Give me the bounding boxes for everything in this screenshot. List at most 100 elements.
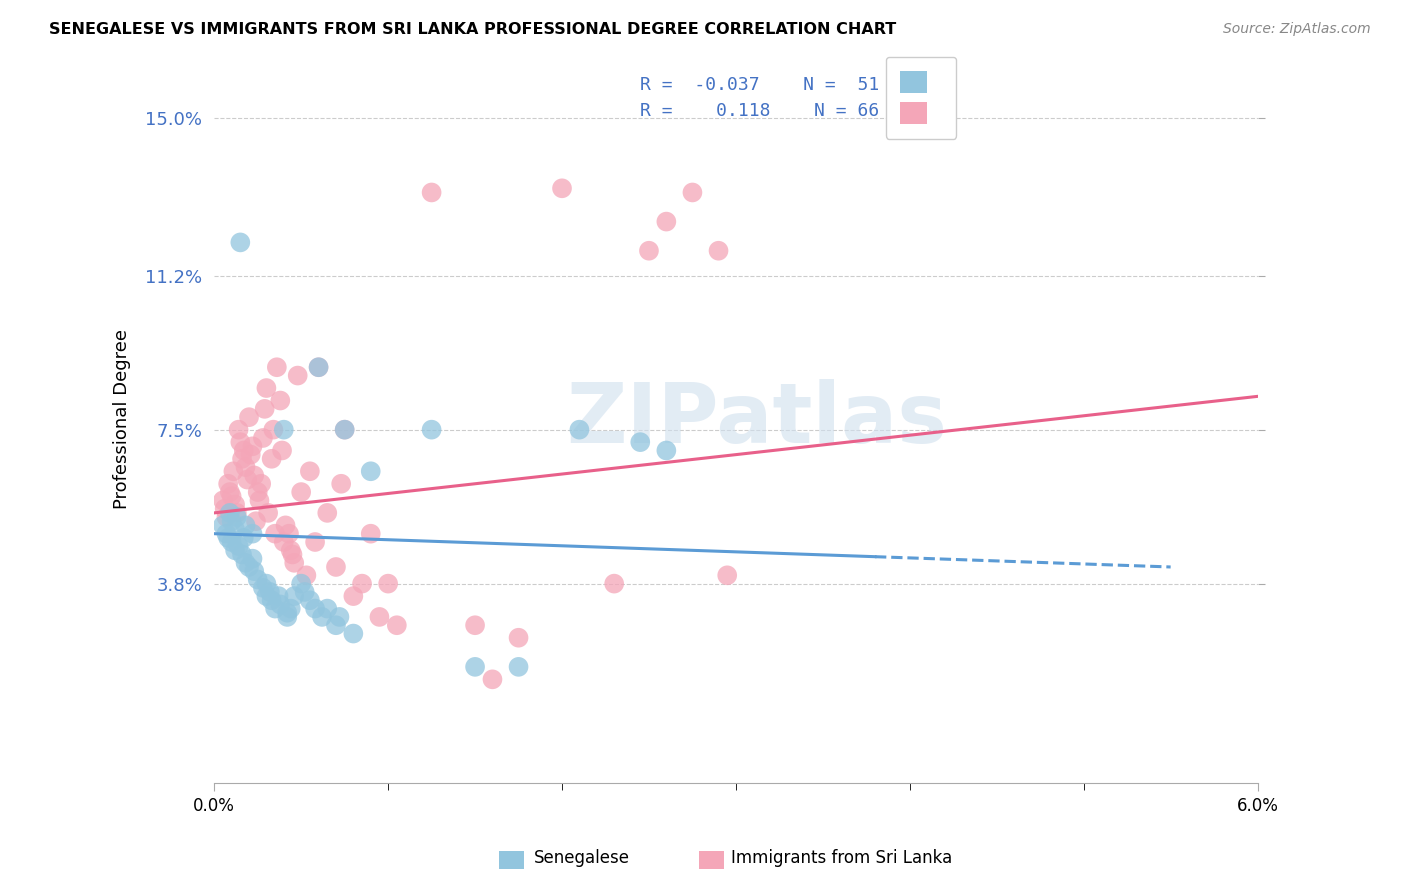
Point <box>212 493 235 508</box>
Point <box>260 451 283 466</box>
Point <box>316 601 339 615</box>
Point <box>287 368 309 383</box>
Point <box>325 560 347 574</box>
Point <box>219 485 242 500</box>
Y-axis label: Professional Degree: Professional Degree <box>114 329 131 509</box>
Point <box>276 606 298 620</box>
Point <box>333 423 356 437</box>
Point <box>294 585 316 599</box>
Point <box>360 526 382 541</box>
Point <box>252 581 274 595</box>
Point <box>508 631 530 645</box>
Point <box>638 244 661 258</box>
Point <box>254 576 277 591</box>
Point <box>254 381 277 395</box>
Text: Source: ZipAtlas.com: Source: ZipAtlas.com <box>1223 22 1371 37</box>
Point <box>481 673 503 687</box>
Point <box>330 476 353 491</box>
Point <box>278 526 301 541</box>
Point <box>229 435 252 450</box>
Point <box>568 423 591 437</box>
Point <box>267 589 290 603</box>
Point <box>228 539 250 553</box>
Point <box>655 443 678 458</box>
Point <box>262 423 284 437</box>
Point <box>235 460 257 475</box>
Point <box>508 660 530 674</box>
Point <box>238 560 260 574</box>
Point <box>273 423 295 437</box>
Point <box>228 423 250 437</box>
Point <box>225 510 247 524</box>
Point <box>259 585 281 599</box>
Point <box>225 506 247 520</box>
Point <box>222 464 245 478</box>
Point <box>311 610 333 624</box>
Legend:  ,  : , <box>886 57 956 139</box>
Point <box>333 423 356 437</box>
Point <box>264 601 287 615</box>
Point <box>716 568 738 582</box>
Point <box>246 485 269 500</box>
Point <box>224 523 246 537</box>
Point <box>221 535 243 549</box>
Point <box>266 360 288 375</box>
Point <box>304 601 326 615</box>
Point <box>264 526 287 541</box>
Point <box>239 448 262 462</box>
Point <box>628 435 651 450</box>
Point <box>464 660 486 674</box>
Point <box>420 423 443 437</box>
Point <box>242 439 264 453</box>
Point <box>235 556 257 570</box>
Text: Immigrants from Sri Lanka: Immigrants from Sri Lanka <box>731 849 952 867</box>
Point <box>232 443 254 458</box>
Point <box>224 498 246 512</box>
Point <box>236 473 259 487</box>
Point <box>290 485 312 500</box>
Point <box>212 518 235 533</box>
Point <box>232 531 254 545</box>
Point <box>253 401 276 416</box>
Text: SENEGALESE VS IMMIGRANTS FROM SRI LANKA PROFESSIONAL DEGREE CORRELATION CHART: SENEGALESE VS IMMIGRANTS FROM SRI LANKA … <box>49 22 897 37</box>
Point <box>274 518 297 533</box>
Point <box>360 464 382 478</box>
Point <box>308 360 330 375</box>
Point <box>377 576 399 591</box>
Point <box>707 244 730 258</box>
Point <box>231 548 253 562</box>
Point <box>249 493 271 508</box>
Point <box>221 489 243 503</box>
Point <box>420 186 443 200</box>
Point <box>271 443 294 458</box>
Point <box>269 393 291 408</box>
Point <box>328 610 350 624</box>
Point <box>352 576 374 591</box>
Point <box>298 593 321 607</box>
Point <box>290 576 312 591</box>
Text: Senegalese: Senegalese <box>534 849 630 867</box>
Point <box>231 451 253 466</box>
Text: ZIPatlas: ZIPatlas <box>567 379 948 459</box>
Point <box>298 464 321 478</box>
Point <box>246 573 269 587</box>
Point <box>242 551 264 566</box>
Point <box>243 468 266 483</box>
Point <box>316 506 339 520</box>
Point <box>325 618 347 632</box>
Point <box>214 501 236 516</box>
Point <box>655 214 678 228</box>
Point <box>245 514 267 528</box>
Point <box>295 568 318 582</box>
Point <box>254 589 277 603</box>
Point <box>308 360 330 375</box>
Text: R =    0.118    N = 66: R = 0.118 N = 66 <box>640 103 879 120</box>
Point <box>368 610 391 624</box>
Point <box>221 514 243 528</box>
Point <box>217 476 239 491</box>
Point <box>280 601 302 615</box>
Point <box>281 548 304 562</box>
Text: R =  -0.037    N =  51: R = -0.037 N = 51 <box>640 76 879 94</box>
Point <box>681 186 703 200</box>
Point <box>217 531 239 545</box>
